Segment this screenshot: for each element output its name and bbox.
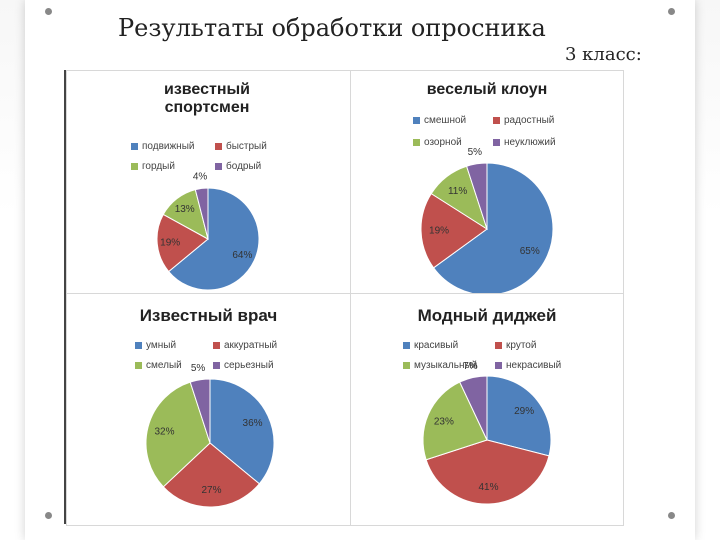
legend-label: умный bbox=[146, 340, 177, 351]
pie-chart-dj: 29% 41% 23% 7% bbox=[422, 361, 552, 505]
pie-chart-sportsman: 64% 19% 13% 4% bbox=[156, 171, 260, 291]
legend-swatch bbox=[135, 362, 142, 369]
legend-item: озорной bbox=[413, 137, 462, 148]
chart-panel-sportsman: известный спортсмен подвижный быстрый го… bbox=[66, 70, 351, 294]
legend-label: неуклюжий bbox=[504, 137, 556, 148]
legend-item: быстрый bbox=[215, 141, 267, 152]
legend-swatch bbox=[495, 362, 502, 369]
legend-item: неуклюжий bbox=[493, 137, 556, 148]
legend-swatch bbox=[495, 342, 502, 349]
legend-item: красивый bbox=[403, 340, 458, 351]
legend-item: смешной bbox=[413, 115, 466, 126]
legend-label: озорной bbox=[424, 137, 462, 148]
legend-swatch bbox=[213, 342, 220, 349]
slice-label: 32% bbox=[154, 426, 174, 437]
slice-label: 7% bbox=[463, 361, 478, 372]
chart-panel-dj: Модный диджей красивый крутой музыкальны… bbox=[350, 293, 624, 526]
pie-slice bbox=[486, 375, 552, 457]
legend-swatch bbox=[413, 117, 420, 124]
legend-swatch bbox=[131, 163, 138, 170]
slice-label: 19% bbox=[160, 238, 180, 249]
slice-label: 29% bbox=[514, 406, 534, 417]
corner-dot-bottom-left bbox=[45, 512, 52, 519]
pie-slice bbox=[145, 381, 211, 488]
pie-slice bbox=[432, 162, 554, 296]
pie-slice bbox=[420, 192, 488, 269]
legend-swatch bbox=[413, 139, 420, 146]
legend-swatch bbox=[493, 139, 500, 146]
slice-label: 5% bbox=[468, 147, 483, 158]
legend-item: подвижный bbox=[131, 141, 194, 152]
pie-slice bbox=[422, 381, 488, 461]
slice-label: 41% bbox=[478, 482, 498, 493]
slice-label: 11% bbox=[448, 186, 467, 197]
legend-swatch bbox=[215, 163, 222, 170]
legend-item: серьезный bbox=[213, 360, 274, 371]
corner-dot-top-left bbox=[45, 8, 52, 15]
legend-label: красивый bbox=[414, 340, 459, 351]
pie-slice bbox=[156, 213, 209, 273]
chart-title: известный спортсмен bbox=[164, 81, 250, 117]
pie-chart-doctor: 36% 27% 32% 5% bbox=[145, 363, 275, 508]
pie-slice bbox=[189, 378, 211, 444]
legend-label: некрасивый bbox=[506, 360, 562, 371]
legend-label: подвижный bbox=[142, 141, 195, 152]
legend-label: радостный bbox=[504, 115, 555, 126]
legend-item: бодрый bbox=[215, 161, 261, 172]
chart-title: веселый клоун bbox=[426, 81, 548, 98]
legend-label: бодрый bbox=[226, 161, 262, 172]
legend-swatch bbox=[215, 143, 222, 150]
corner-dot-top-right bbox=[668, 8, 675, 15]
pie-slice bbox=[459, 375, 488, 441]
chart-title: Известный врач bbox=[139, 306, 278, 325]
slice-label: 65% bbox=[520, 246, 540, 257]
slice-label: 13% bbox=[175, 204, 195, 215]
legend-item: крутой bbox=[495, 340, 536, 351]
legend-item: некрасивый bbox=[495, 360, 561, 371]
legend-swatch bbox=[213, 362, 220, 369]
chart-panel-doctor: Известный врач умный аккуратный смелый с… bbox=[66, 293, 351, 526]
chart-title: Модный диджей bbox=[417, 306, 557, 325]
legend-label: быстрый bbox=[226, 141, 267, 152]
legend-swatch bbox=[135, 342, 142, 349]
legend-label: гордый bbox=[142, 161, 175, 172]
legend-swatch bbox=[403, 342, 410, 349]
legend-label: аккуратный bbox=[224, 340, 278, 351]
legend-item: музыкальный bbox=[403, 360, 477, 371]
legend-label: музыкальный bbox=[414, 360, 478, 371]
legend-item: умный bbox=[135, 340, 176, 351]
slice-label: 4% bbox=[193, 171, 208, 182]
legend-swatch bbox=[131, 143, 138, 150]
legend-item: гордый bbox=[131, 161, 175, 172]
legend-swatch bbox=[493, 117, 500, 124]
slice-label: 19% bbox=[429, 226, 449, 237]
legend-item: аккуратный bbox=[213, 340, 277, 351]
corner-dot-bottom-right bbox=[668, 512, 675, 519]
legend-swatch bbox=[403, 362, 410, 369]
pie-slice bbox=[162, 442, 261, 508]
legend-item: радостный bbox=[493, 115, 554, 126]
legend-label: серьезный bbox=[224, 360, 274, 371]
legend-label: смешной bbox=[424, 115, 467, 126]
legend-label: крутой bbox=[506, 340, 537, 351]
legend-label: смелый bbox=[146, 360, 182, 371]
pie-slice bbox=[194, 187, 209, 240]
slice-label: 23% bbox=[434, 416, 454, 427]
slice-label: 27% bbox=[201, 485, 221, 496]
panel-border-left bbox=[64, 70, 66, 524]
pie-chart-clown: 65% 19% 11% 5% bbox=[420, 147, 554, 296]
pie-slice bbox=[167, 187, 260, 291]
slide-title: Результаты обработки опросника bbox=[118, 14, 546, 42]
pie-slice bbox=[465, 162, 488, 230]
slide-subtitle: 3 класс: bbox=[565, 44, 642, 65]
pie-slice bbox=[209, 378, 275, 485]
slice-label: 36% bbox=[243, 418, 263, 429]
legend-item: смелый bbox=[135, 360, 182, 371]
pie-slice bbox=[425, 439, 550, 505]
slice-label: 64% bbox=[232, 250, 252, 261]
chart-panel-clown: веселый клоун смешной радостный озорной … bbox=[350, 70, 624, 296]
slice-label: 5% bbox=[191, 363, 206, 374]
